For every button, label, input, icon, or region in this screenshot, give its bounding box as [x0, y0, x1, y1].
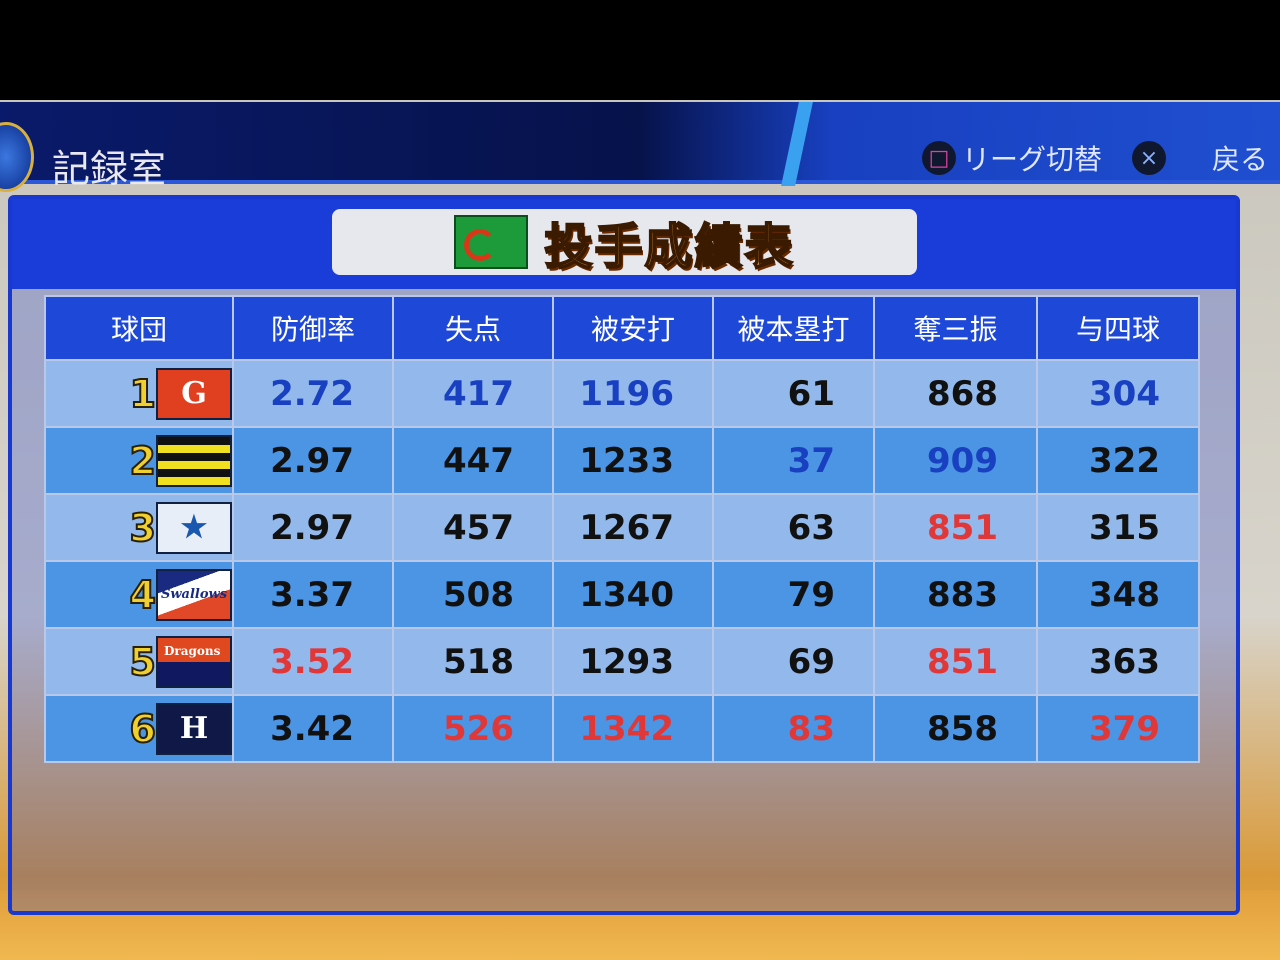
pitching-stats-table: 球団 防御率 失点 被安打 被本塁打 奪三振 与四球 1 G 2.72 417 1196… — [44, 295, 1200, 763]
team-cell: 3 ★ — [46, 495, 232, 560]
cell-walks: 304 — [1038, 361, 1198, 426]
team-logo-icon: ★ — [156, 501, 232, 554]
team-logo-icon: H — [156, 702, 232, 755]
cell-strikeouts: 858 — [875, 696, 1036, 761]
cell-walks: 322 — [1038, 428, 1198, 493]
cell-strikeouts: 909 — [875, 428, 1036, 493]
title-box: 投手成績表 — [332, 209, 917, 276]
cell-strikeouts: 851 — [875, 495, 1036, 560]
cell-runs: 508 — [394, 562, 552, 627]
team-cell: 5 Dragons — [46, 629, 232, 694]
team-logo-text: Swallows — [160, 586, 228, 602]
rank-number: 6 — [129, 706, 157, 752]
cell-walks: 363 — [1038, 629, 1198, 694]
back-button[interactable]: × 戻る — [1132, 136, 1268, 180]
cell-home-runs: 69 — [714, 629, 873, 694]
table-row[interactable]: 2 2.97 447 1233 37 909 322 — [46, 428, 1198, 493]
top-bar: 記録室 □ リーグ切替 × 戻る — [0, 102, 1280, 192]
cell-era: 3.37 — [234, 562, 392, 627]
cell-era: 3.42 — [234, 696, 392, 761]
team-logo-icon: Dragons — [156, 635, 232, 688]
team-cell: 4 Swallows — [46, 562, 232, 627]
back-label: 戻る — [1212, 143, 1269, 176]
cell-home-runs: 83 — [714, 696, 873, 761]
switch-league-label: リーグ切替 — [962, 143, 1103, 176]
cell-hits: 1267 — [554, 495, 712, 560]
table-row[interactable]: 3 ★ 2.97 457 1267 63 851 315 — [46, 495, 1198, 560]
cell-strikeouts: 851 — [875, 629, 1036, 694]
rank-number: 2 — [129, 438, 157, 484]
cell-hits: 1233 — [554, 428, 712, 493]
team-logo-text: ★ — [180, 509, 208, 545]
column-header-hits: 被安打 — [554, 297, 712, 359]
cell-hits: 1196 — [554, 361, 712, 426]
switch-league-button[interactable]: □ リーグ切替 — [922, 136, 1102, 180]
team-logo-icon — [156, 434, 232, 487]
cell-home-runs: 61 — [714, 361, 873, 426]
team-logo-icon: Swallows — [156, 568, 232, 621]
cell-runs: 518 — [394, 629, 552, 694]
game-screen: 記録室 □ リーグ切替 × 戻る 投手成績表 球団 防御率 失点 被安打 被本塁… — [0, 100, 1280, 960]
cell-strikeouts: 883 — [875, 562, 1036, 627]
cell-era: 2.72 — [234, 361, 392, 426]
floor-background — [0, 890, 1280, 960]
team-logo-text: G — [181, 375, 207, 411]
rank-number: 4 — [129, 572, 157, 618]
team-logo-text: H — [179, 710, 209, 746]
table-header-row: 球団 防御率 失点 被安打 被本塁打 奪三振 与四球 — [46, 297, 1198, 359]
table-row[interactable]: 1 G 2.72 417 1196 61 868 304 — [46, 361, 1198, 426]
team-logo-text: Dragons — [164, 643, 221, 658]
rank-number: 5 — [129, 639, 157, 685]
cell-walks: 348 — [1038, 562, 1198, 627]
screen-title: 記録室 — [52, 147, 167, 191]
menu-orb-icon — [0, 122, 34, 192]
stats-panel: 投手成績表 球団 防御率 失点 被安打 被本塁打 奪三振 与四球 1 G 2.72 4… — [8, 195, 1240, 915]
rank-number: 3 — [129, 505, 157, 551]
cell-strikeouts: 868 — [875, 361, 1036, 426]
cell-runs: 447 — [394, 428, 552, 493]
column-header-team: 球団 — [46, 297, 232, 359]
cell-hits: 1342 — [554, 696, 712, 761]
cell-era: 2.97 — [234, 428, 392, 493]
cell-runs: 457 — [394, 495, 552, 560]
table-row[interactable]: 4 Swallows 3.37 508 1340 79 883 348 — [46, 562, 1198, 627]
cell-home-runs: 79 — [714, 562, 873, 627]
cell-hits: 1340 — [554, 562, 712, 627]
cell-runs: 417 — [394, 361, 552, 426]
square-button-icon: □ — [922, 141, 956, 175]
cell-home-runs: 37 — [714, 428, 873, 493]
cell-walks: 379 — [1038, 696, 1198, 761]
cell-hits: 1293 — [554, 629, 712, 694]
column-header-era: 防御率 — [234, 297, 392, 359]
rank-number: 1 — [129, 371, 157, 417]
team-cell: 2 — [46, 428, 232, 493]
page-title: 投手成績表 — [543, 218, 795, 276]
decorative-stripe — [781, 102, 813, 186]
cell-home-runs: 63 — [714, 495, 873, 560]
column-header-home-runs: 被本塁打 — [714, 297, 873, 359]
cell-walks: 315 — [1038, 495, 1198, 560]
cell-era: 2.97 — [234, 495, 392, 560]
cross-button-icon: × — [1132, 141, 1166, 175]
table-row[interactable]: 6 H 3.42 526 1342 83 858 379 — [46, 696, 1198, 761]
column-header-walks: 与四球 — [1038, 297, 1198, 359]
team-logo-icon: G — [156, 367, 232, 420]
cell-era: 3.52 — [234, 629, 392, 694]
column-header-runs: 失点 — [394, 297, 552, 359]
league-flag-icon — [454, 215, 529, 269]
cell-runs: 526 — [394, 696, 552, 761]
table-row[interactable]: 5 Dragons 3.52 518 1293 69 851 363 — [46, 629, 1198, 694]
column-header-strikeouts: 奪三振 — [875, 297, 1036, 359]
